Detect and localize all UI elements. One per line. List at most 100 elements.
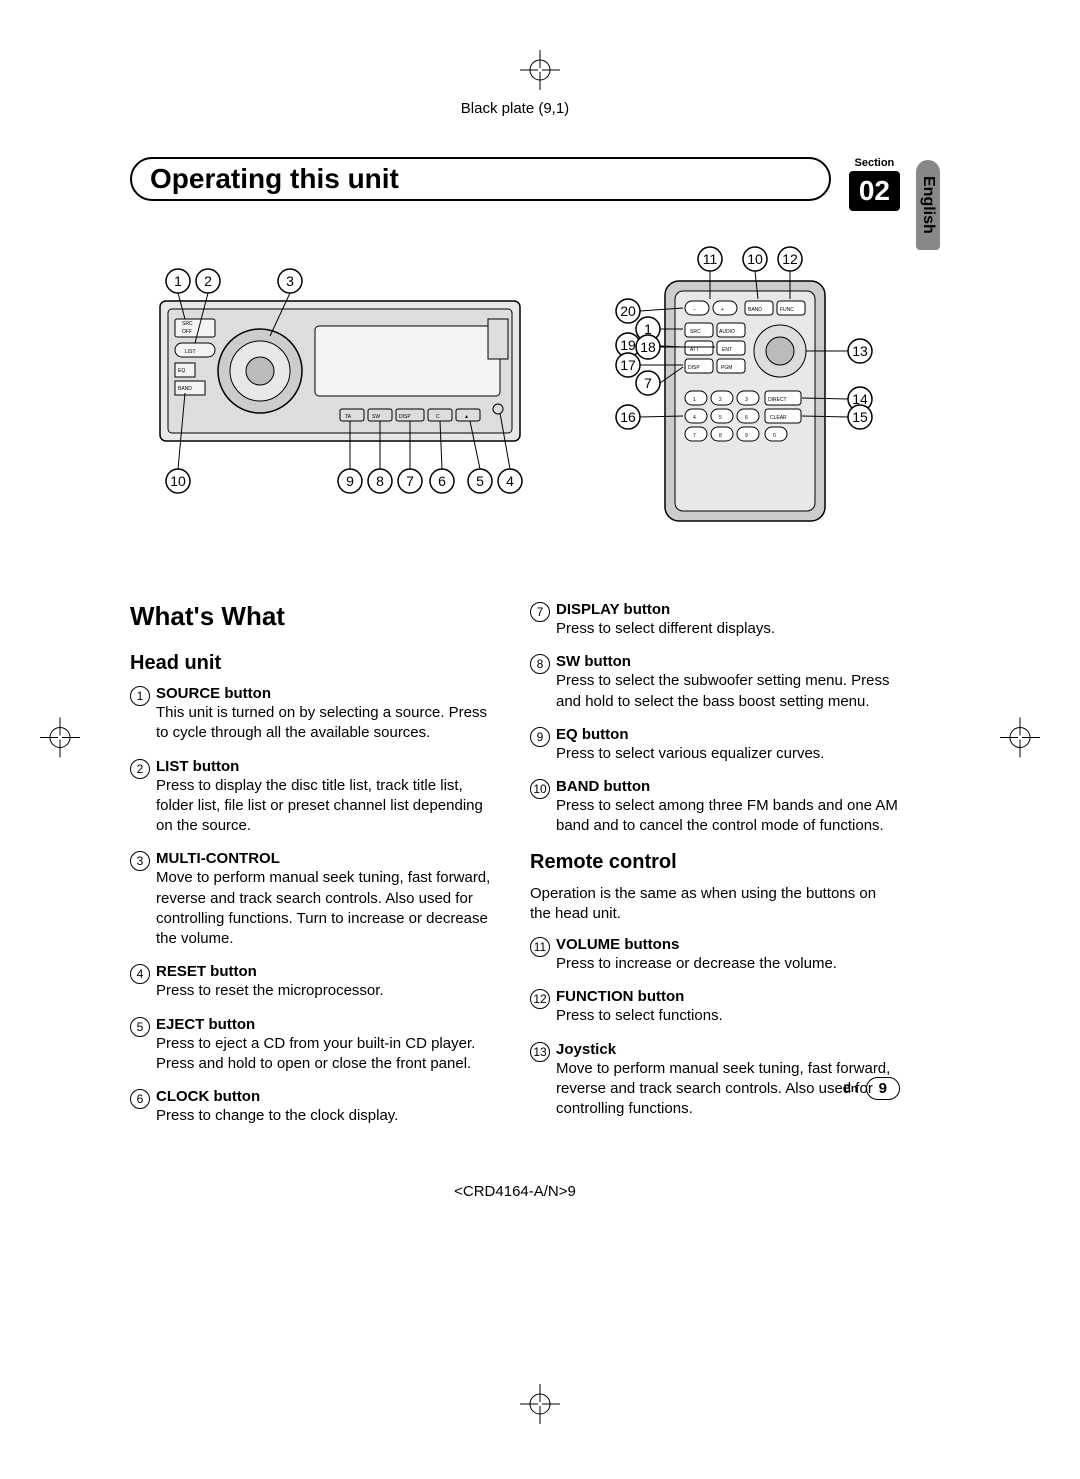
description-item: 3MULTI-CONTROLMove to perform manual see…: [130, 850, 500, 949]
svg-text:13: 13: [852, 343, 868, 359]
svg-text:5: 5: [719, 415, 722, 421]
item-description: Press to select various equalizer curves…: [556, 744, 900, 764]
section-badge-wrap: Section 02: [849, 157, 900, 211]
svg-text:12: 12: [782, 251, 798, 267]
svg-text:PGM: PGM: [721, 365, 732, 371]
item-description: Press to select different displays.: [556, 619, 900, 639]
item-title: LIST button: [156, 758, 239, 775]
svg-text:ATT: ATT: [690, 347, 699, 353]
item-title: SW button: [556, 653, 631, 670]
svg-text:EQ: EQ: [178, 368, 185, 374]
svg-text:4: 4: [693, 415, 696, 421]
item-title: EJECT button: [156, 1016, 255, 1033]
svg-text:9: 9: [745, 433, 748, 439]
item-description: Press to select among three FM bands and…: [556, 796, 900, 837]
svg-text:15: 15: [852, 409, 868, 425]
section-number-badge: 02: [849, 171, 900, 211]
item-title: DISPLAY button: [556, 601, 670, 618]
item-title: EQ button: [556, 726, 628, 743]
svg-text:1: 1: [174, 273, 182, 289]
remote-control-heading: Remote control: [530, 851, 900, 874]
svg-text:DISP: DISP: [399, 414, 411, 420]
svg-text:10: 10: [747, 251, 763, 267]
item-description: Move to perform manual seek tuning, fast…: [156, 868, 500, 949]
svg-text:9: 9: [346, 473, 354, 489]
svg-text:BAND: BAND: [178, 386, 192, 392]
svg-text:6: 6: [745, 415, 748, 421]
item-number-badge: 13: [530, 1042, 550, 1062]
svg-text:−: −: [693, 307, 696, 313]
svg-text:11: 11: [703, 251, 718, 267]
description-item: 4RESET buttonPress to reset the micropro…: [130, 963, 500, 1001]
section-header-row: Operating this unit Section 02: [130, 157, 900, 211]
section-title: Operating this unit: [150, 163, 399, 195]
description-item: 12FUNCTION buttonPress to select functio…: [530, 988, 900, 1026]
diagrams-row: SRC OFF LIST EQ BAND TA SW DISP C ▲: [130, 241, 900, 541]
svg-text:2: 2: [719, 397, 722, 403]
item-title: Joystick: [556, 1041, 616, 1058]
svg-text:20: 20: [620, 303, 636, 319]
description-item: 6CLOCK buttonPress to change to the cloc…: [130, 1088, 500, 1126]
left-column: What's What Head unit 1SOURCE buttonThis…: [130, 601, 500, 1140]
svg-text:DIRECT: DIRECT: [768, 397, 787, 403]
item-description: Press to display the disc title list, tr…: [156, 776, 500, 837]
footer-lang-code: En: [844, 1083, 858, 1095]
item-description: Press to change to the clock display.: [156, 1106, 500, 1126]
svg-text:TA: TA: [345, 414, 352, 420]
footer-page-number: 9: [866, 1077, 900, 1100]
svg-text:C: C: [436, 414, 440, 420]
text-columns: What's What Head unit 1SOURCE buttonThis…: [130, 601, 900, 1140]
item-number-badge: 6: [130, 1089, 150, 1109]
item-description: Press to select the subwoofer setting me…: [556, 671, 900, 712]
svg-text:BAND: BAND: [748, 307, 762, 313]
head-unit-diagram: SRC OFF LIST EQ BAND TA SW DISP C ▲: [130, 241, 550, 521]
description-item: 11VOLUME buttonsPress to increase or dec…: [530, 936, 900, 974]
svg-text:10: 10: [170, 473, 186, 489]
svg-text:17: 17: [620, 357, 636, 373]
svg-text:19: 19: [620, 337, 636, 353]
item-description: Press to select functions.: [556, 1006, 900, 1026]
right-column: 7 DISPLAY buttonPress to select different…: [530, 601, 900, 1140]
description-item: 10BAND buttonPress to select among three…: [530, 778, 900, 837]
item-number-badge: 9: [530, 727, 550, 747]
svg-text:7: 7: [406, 473, 414, 489]
section-title-pill: Operating this unit: [130, 157, 831, 201]
item-number-badge: 7: [530, 602, 550, 622]
crop-mark-top: [520, 50, 560, 95]
item-number-badge: 1: [130, 686, 150, 706]
description-item: 7 DISPLAY buttonPress to select different…: [530, 601, 900, 639]
svg-text:0: 0: [773, 433, 776, 439]
svg-text:SW: SW: [372, 414, 380, 420]
item-title: RESET button: [156, 963, 257, 980]
document-code: <CRD4164-A/N>9: [454, 1183, 576, 1200]
svg-text:2: 2: [204, 273, 212, 289]
svg-text:16: 16: [620, 409, 636, 425]
svg-text:8: 8: [376, 473, 384, 489]
svg-text:FUNC: FUNC: [780, 307, 794, 313]
whats-what-heading: What's What: [130, 601, 500, 632]
crop-mark-right: [1000, 717, 1040, 762]
item-number-badge: 5: [130, 1017, 150, 1037]
black-plate-label: Black plate (9,1): [130, 100, 900, 117]
svg-text:4: 4: [506, 473, 514, 489]
svg-text:ENT: ENT: [722, 347, 732, 353]
description-item: 9 EQ buttonPress to select various equali…: [530, 726, 900, 764]
svg-text:AUDIO: AUDIO: [719, 329, 735, 335]
item-title: BAND button: [556, 778, 650, 795]
svg-text:18: 18: [640, 339, 656, 355]
item-description: This unit is turned on by selecting a so…: [156, 703, 500, 744]
item-number-badge: 3: [130, 851, 150, 871]
svg-text:5: 5: [476, 473, 484, 489]
item-number-badge: 8: [530, 654, 550, 674]
svg-text:3: 3: [286, 273, 294, 289]
remote-numpad: 1 2 3 DIRECT 4 5 6 CLEAR 7 8 9 0: [685, 391, 801, 441]
description-item: 1SOURCE buttonThis unit is turned on by …: [130, 685, 500, 744]
description-item: 2LIST buttonPress to display the disc ti…: [130, 758, 500, 837]
description-item: 5 EJECT buttonPress to eject a CD from yo…: [130, 1016, 500, 1075]
svg-text:+: +: [721, 307, 724, 313]
svg-text:7: 7: [693, 433, 696, 439]
item-description: Press to eject a CD from your built-in C…: [156, 1034, 500, 1075]
item-number-badge: 12: [530, 989, 550, 1009]
svg-text:SRC: SRC: [182, 321, 193, 327]
remote-control-intro: Operation is the same as when using the …: [530, 884, 900, 925]
